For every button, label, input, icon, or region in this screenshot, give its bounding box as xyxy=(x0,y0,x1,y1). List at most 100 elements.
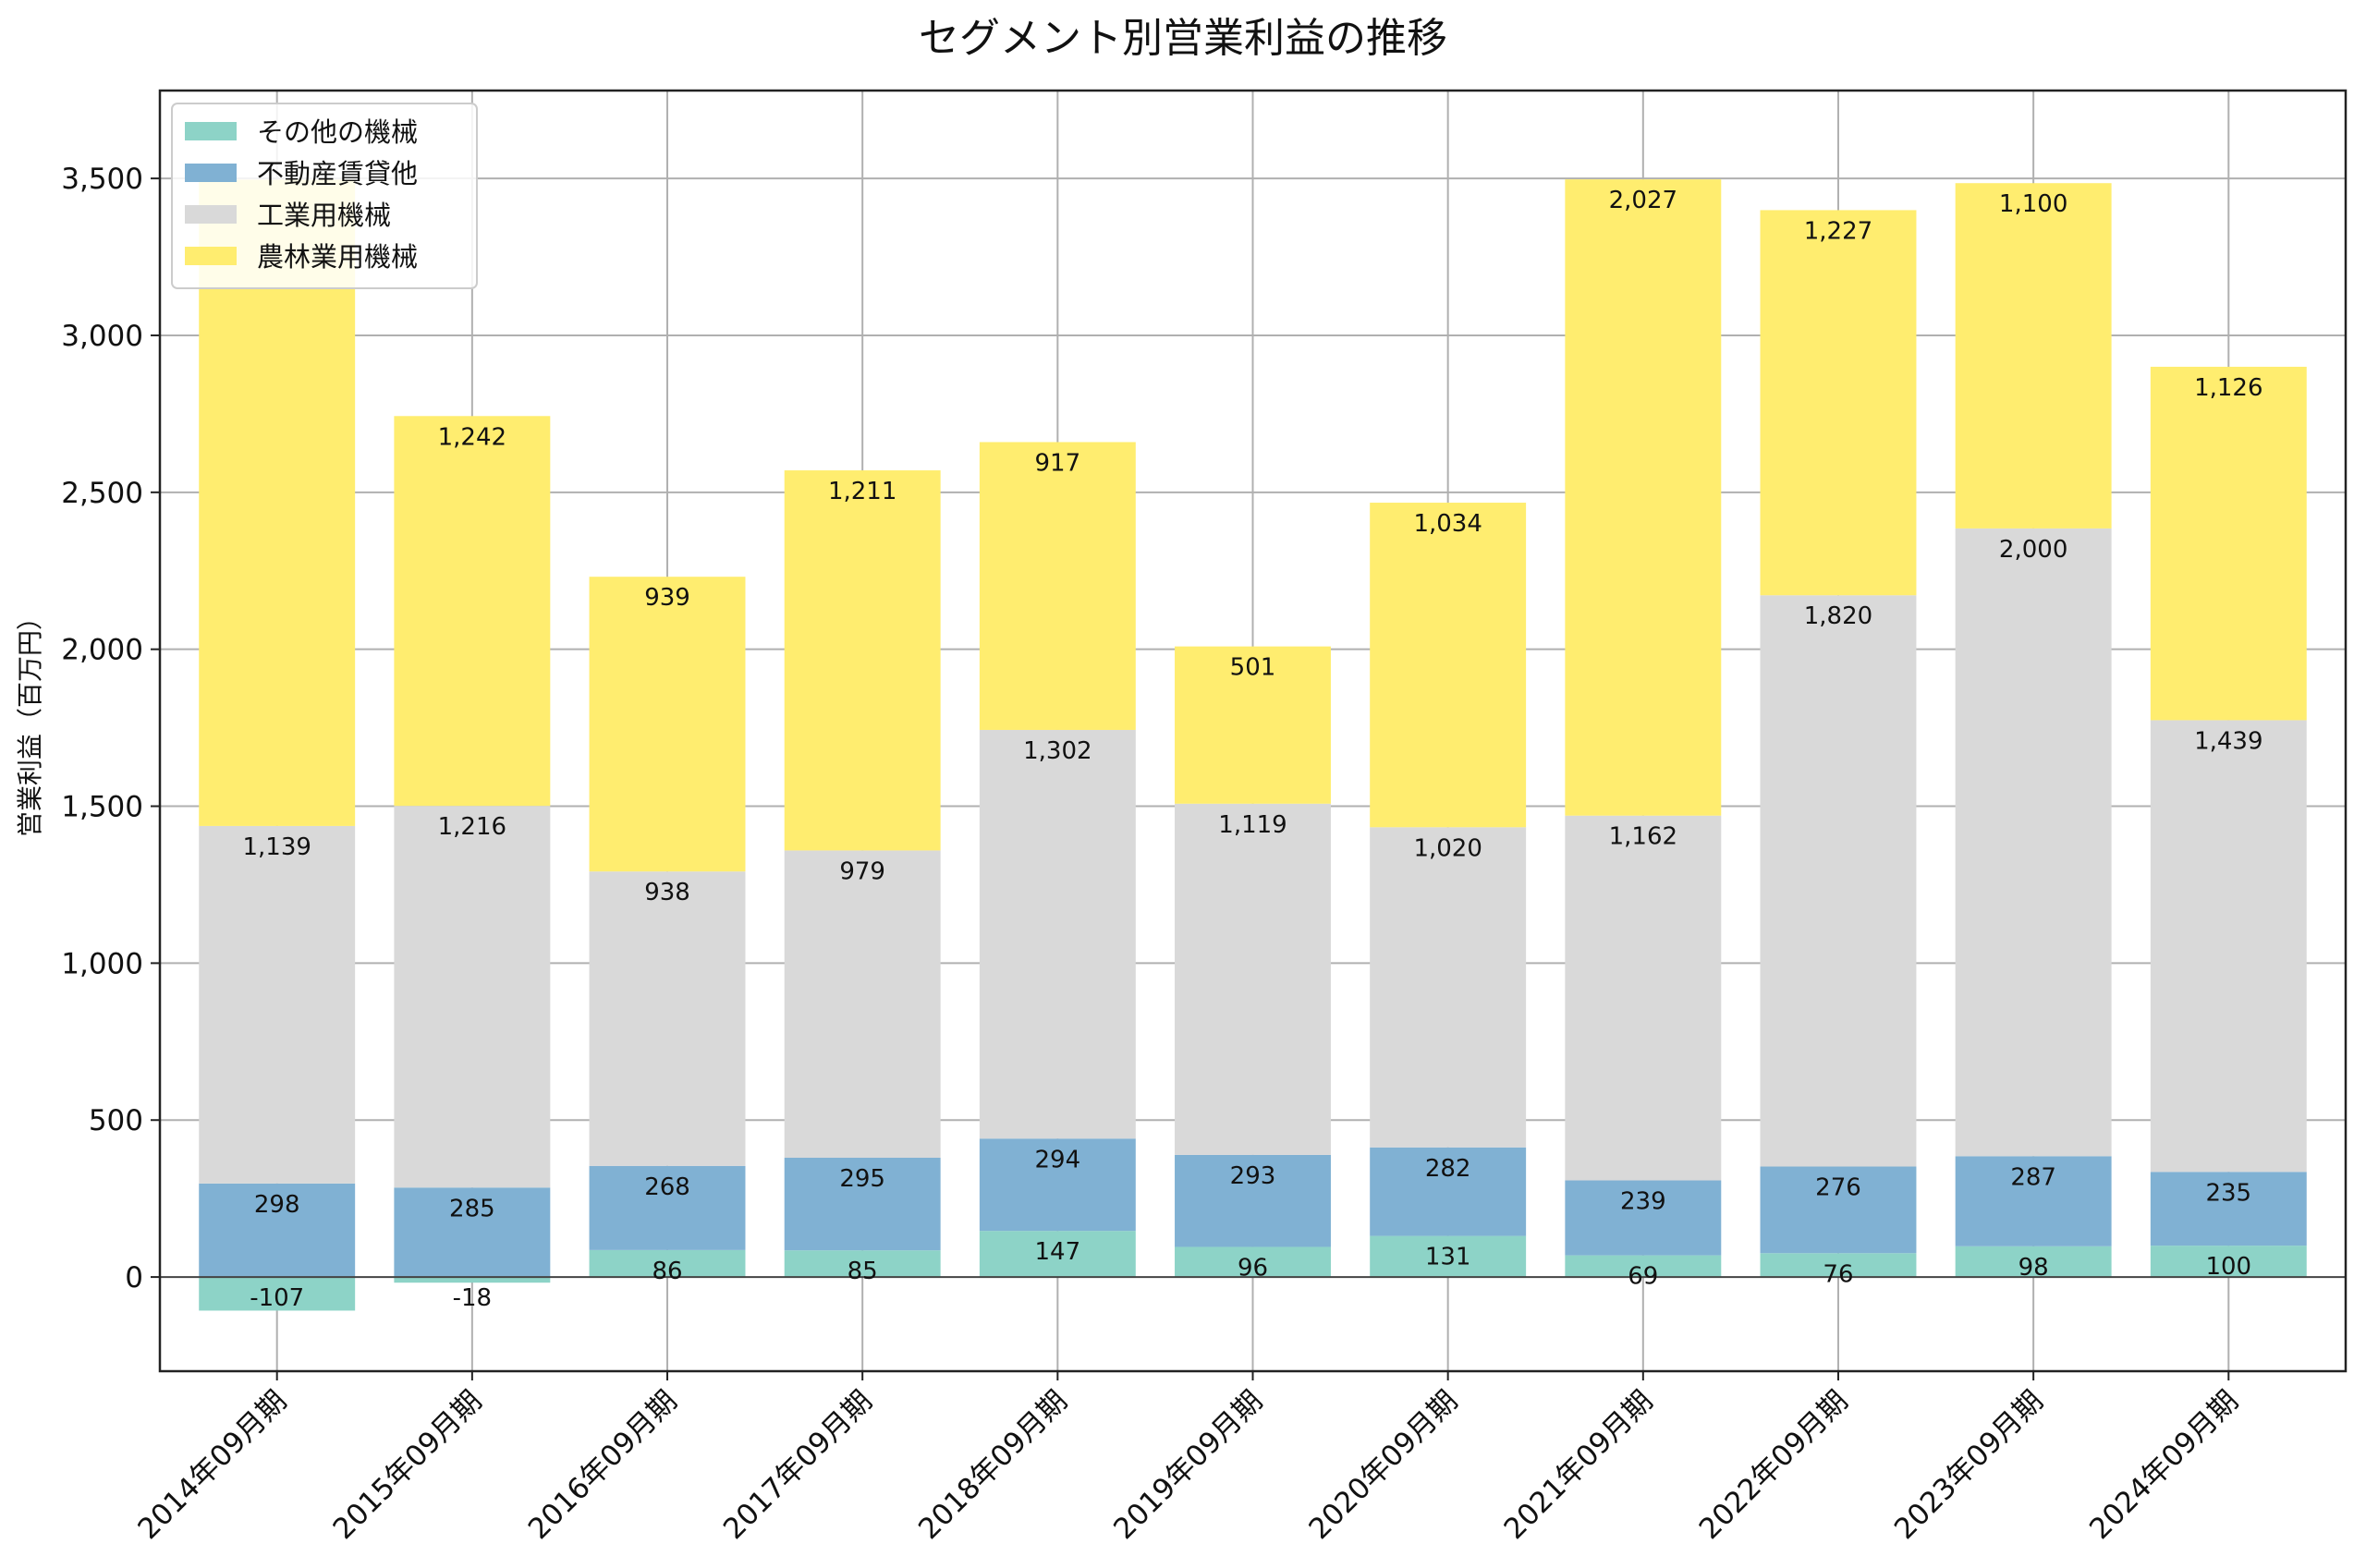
bar-segment xyxy=(784,1250,941,1278)
bar-value-label: -107 xyxy=(250,1284,304,1312)
bar-value-label: 1,211 xyxy=(828,478,896,505)
y-axis-label: 営業利益（百万円） xyxy=(15,604,45,837)
bar-segment xyxy=(589,871,746,1166)
bar-segment xyxy=(1175,646,1331,804)
bar-value-label: 98 xyxy=(2018,1254,2049,1282)
bar-value-label: 938 xyxy=(644,879,690,906)
bar-layer xyxy=(199,179,2307,1311)
bar-value-label: 295 xyxy=(839,1165,885,1193)
legend-swatch xyxy=(185,122,237,140)
bar-segment xyxy=(1175,1246,1331,1278)
bar-value-label: 2,000 xyxy=(1999,536,2067,564)
bar-value-label: 131 xyxy=(1425,1244,1471,1271)
bar-value-label: 1,139 xyxy=(242,833,311,861)
bar-segment xyxy=(1175,1154,1331,1247)
bar-segment xyxy=(589,577,746,872)
bar-segment xyxy=(1370,503,1527,828)
bar-segment xyxy=(784,850,941,1158)
legend-label: 農林業用機械 xyxy=(257,241,418,273)
x-tick-label: 2022年09月期 xyxy=(1693,1384,1855,1546)
bar-value-label: 85 xyxy=(848,1258,878,1285)
bar-segment xyxy=(1370,827,1527,1148)
bar-segment xyxy=(199,1277,356,1311)
bar-value-label: 1,227 xyxy=(1804,217,1872,245)
bar-segment xyxy=(394,806,551,1188)
bar-segment xyxy=(394,1187,551,1278)
legend-label: 工業用機械 xyxy=(257,200,391,231)
bar-value-label: 1,034 xyxy=(1413,510,1482,538)
bar-segment xyxy=(1955,528,2112,1157)
bar-value-label: 276 xyxy=(1815,1174,1861,1202)
bar-segment xyxy=(1565,815,1722,1181)
y-tick-label: 2,000 xyxy=(61,634,143,667)
bar-segment xyxy=(2150,366,2307,721)
bar-segment xyxy=(589,1249,746,1278)
x-tick-label: 2015年09月期 xyxy=(327,1384,489,1546)
bar-segment xyxy=(2150,1246,2307,1278)
bar-value-label: 239 xyxy=(1620,1187,1666,1215)
bar-value-label: 1,119 xyxy=(1218,811,1287,839)
bar-value-label: 1,020 xyxy=(1413,834,1482,862)
bar-segment xyxy=(1760,595,1917,1167)
bar-segment xyxy=(2150,1172,2307,1246)
legend-box xyxy=(171,103,478,289)
bar-segment xyxy=(2150,720,2307,1173)
bar-value-label: 979 xyxy=(839,857,885,885)
bar-segment xyxy=(979,442,1136,730)
x-tick-label: 2018年09月期 xyxy=(912,1384,1074,1546)
bar-segment xyxy=(1370,1147,1527,1236)
bar-value-label: 1,216 xyxy=(438,813,506,841)
x-tick-label: 2024年09月期 xyxy=(2083,1384,2245,1546)
bar-segment xyxy=(394,416,551,807)
bar-segment xyxy=(784,470,941,851)
bar-value-label: 1,820 xyxy=(1804,602,1872,630)
bar-segment xyxy=(1565,1255,1722,1278)
bar-segment xyxy=(199,1183,356,1278)
bar-value-label: 501 xyxy=(1230,654,1276,682)
bar-value-label: 235 xyxy=(2205,1179,2251,1207)
bar-segment xyxy=(1565,1180,1722,1256)
bar-segment xyxy=(394,1277,551,1283)
bar-segment xyxy=(199,825,356,1184)
chart-title: セグメント別営業利益の推移 xyxy=(919,15,1447,62)
bar-value-label: 917 xyxy=(1035,449,1081,477)
bar-segment xyxy=(979,1138,1136,1232)
bar-value-label: 1,162 xyxy=(1609,823,1677,851)
bar-segment xyxy=(1955,183,2112,529)
x-tick-label: 2014年09月期 xyxy=(131,1384,293,1546)
bar-value-label: 1,242 xyxy=(438,423,506,451)
bar-value-label: 86 xyxy=(652,1258,682,1285)
legend-swatch xyxy=(185,247,237,265)
bar-value-label: 2,027 xyxy=(1609,187,1677,214)
bar-segment xyxy=(1955,1156,2112,1246)
bar-value-label: 69 xyxy=(1628,1263,1658,1291)
y-tick-label: 1,500 xyxy=(61,791,143,824)
bar-segment xyxy=(589,1165,746,1250)
legend-label: その他の機械 xyxy=(257,116,418,148)
x-tick-label: 2017年09月期 xyxy=(717,1384,879,1546)
bar-value-label: 1,439 xyxy=(2194,727,2262,755)
bar-value-label: 285 xyxy=(449,1195,495,1222)
bar-segment xyxy=(1760,1253,1917,1278)
legend-swatch xyxy=(185,205,237,224)
bar-value-label: 287 xyxy=(2010,1163,2056,1191)
bar-segment xyxy=(1175,803,1331,1155)
bar-segment xyxy=(1760,210,1917,596)
value-labels: -107 298 1,139 -18 285 1,216 1,242 86 268 938 939 8… xyxy=(242,187,2262,1312)
bar-value-label: 268 xyxy=(644,1173,690,1201)
bar-segment xyxy=(1955,1246,2112,1278)
x-tick-label: 2021年09月期 xyxy=(1498,1384,1660,1546)
bar-value-label: 294 xyxy=(1035,1146,1081,1173)
x-tick-label: 2023年09月期 xyxy=(1888,1384,2050,1546)
bar-value-label: 96 xyxy=(1238,1254,1268,1282)
bar-value-label: 1,126 xyxy=(2194,374,2262,402)
x-tick-label: 2016年09月期 xyxy=(522,1384,684,1546)
bar-value-label: 293 xyxy=(1230,1162,1276,1190)
y-tick-label: 2,500 xyxy=(61,477,143,510)
bar-value-label: 1,100 xyxy=(1999,190,2067,218)
bar-segment xyxy=(784,1158,941,1251)
bar-value-label: 282 xyxy=(1425,1155,1471,1183)
